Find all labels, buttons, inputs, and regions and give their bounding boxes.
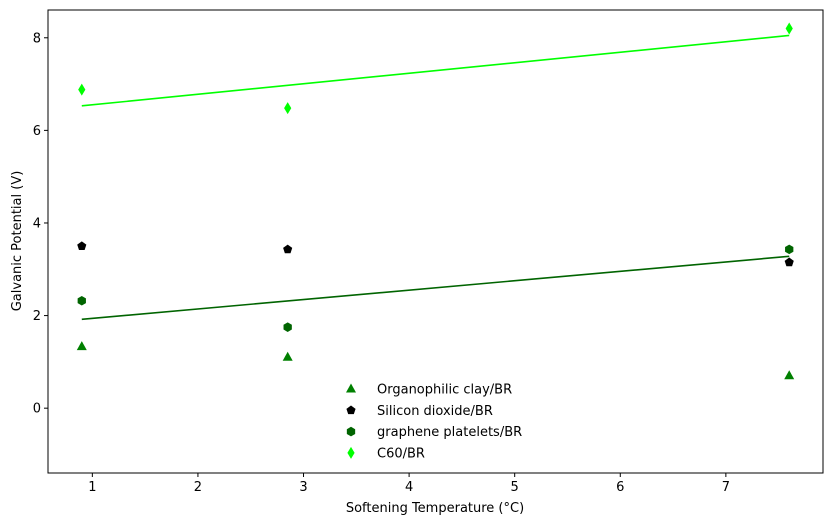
data-point — [785, 22, 793, 35]
x-tick-label: 6 — [616, 480, 624, 495]
data-point — [785, 244, 794, 255]
legend-label: C60/BR — [377, 446, 425, 461]
data-point — [784, 370, 795, 380]
trend-line — [81, 255, 790, 321]
data-point — [283, 322, 292, 332]
legend-label: graphene platelets/BR — [377, 425, 522, 440]
data-point — [77, 241, 87, 251]
x-axis: 1 2 3 4 5 6 7 — [88, 473, 730, 495]
y-tick-label: 8 — [33, 31, 41, 46]
data-point — [77, 295, 86, 306]
data-point — [784, 257, 794, 267]
legend-marker — [346, 426, 356, 437]
plot-frame — [47, 9, 824, 474]
x-axis-title: Softening Temperature (°C) — [346, 501, 524, 516]
legend-label: Organophilic clay/BR — [377, 383, 512, 398]
y-tick-label: 0 — [33, 402, 41, 417]
legend-marker — [346, 383, 356, 393]
y-tick-label: 6 — [33, 124, 41, 139]
y-tick-label: 2 — [33, 309, 41, 324]
x-tick-label: 5 — [511, 480, 519, 495]
x-tick-label: 3 — [299, 480, 307, 495]
data-point — [282, 351, 293, 361]
y-tick-label: 4 — [33, 216, 41, 231]
plot-background — [48, 10, 823, 473]
y-axis-title: Galvanic Potential (V) — [10, 171, 25, 312]
trend-line — [81, 34, 790, 107]
legend-marker — [347, 446, 355, 459]
legend: Organophilic clay/BR Silicon dioxide/BR gr… — [346, 383, 522, 461]
y-axis: 0 2 4 6 8 — [33, 31, 48, 417]
data-point — [78, 83, 86, 96]
legend-label: Silicon dioxide/BR — [377, 404, 493, 419]
x-tick-label: 4 — [405, 480, 413, 495]
x-tick-label: 1 — [88, 480, 96, 495]
x-tick-label: 7 — [722, 480, 730, 495]
legend-marker — [346, 405, 356, 415]
x-tick-label: 2 — [194, 480, 202, 495]
data-point — [283, 244, 293, 254]
data-point — [284, 102, 292, 115]
trend-lines — [81, 34, 790, 321]
data-markers — [76, 22, 795, 380]
data-point — [76, 341, 87, 351]
